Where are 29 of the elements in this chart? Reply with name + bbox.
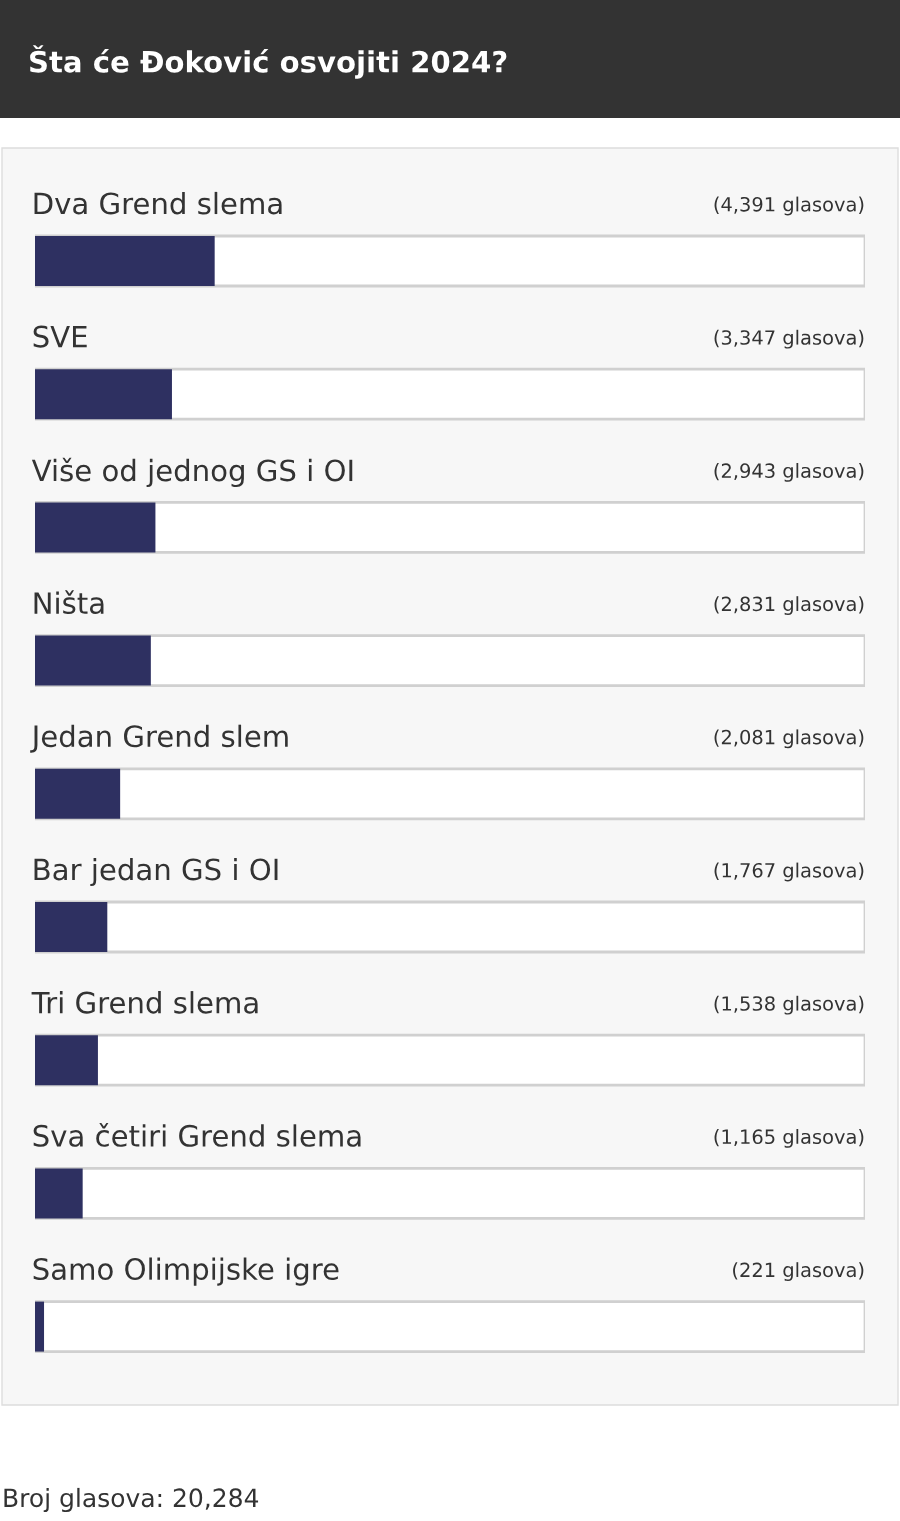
y-tick-label: Jedan Grend slem	[30, 724, 288, 753]
y-tick-label: Samo Olimpijske igre	[33, 1257, 339, 1286]
bar	[35, 768, 121, 819]
y-tick-label: SVE	[33, 325, 87, 348]
y-tick-label: Bar jedan GS i OI	[34, 857, 278, 887]
data-label: (1,767 glasova)	[714, 862, 864, 882]
data-label: (2,081 glasova)	[714, 729, 864, 749]
bar	[35, 1035, 98, 1086]
bar	[35, 502, 156, 553]
data-label: (221 glasova)	[733, 1262, 864, 1282]
data-label: (1,538 glasova)	[714, 995, 864, 1015]
y-tick-label: Više od jednog GS i OI	[31, 457, 353, 488]
bar	[35, 369, 172, 420]
y-tick-label: Dva Grend slema	[34, 191, 282, 215]
bar	[35, 236, 215, 286]
bar	[35, 1301, 45, 1352]
y-tick-label: Tri Grend slema	[31, 991, 258, 1014]
data-label: (2,943 glasova)	[714, 462, 864, 482]
bar	[35, 635, 151, 686]
chart-title: Šta će Đoković osvojiti 2024?	[30, 45, 507, 79]
data-label: (4,391 glasova)	[714, 196, 864, 216]
bar	[35, 1168, 83, 1219]
data-label: (2,831 glasova)	[714, 596, 864, 616]
y-tick-label: Ništa	[34, 590, 104, 615]
bar	[35, 902, 108, 952]
y-tick-label: Sva četiri Grend slema	[33, 1123, 361, 1147]
text: Broj glasova: 20,284	[4, 1487, 259, 1513]
data-label: (1,165 glasova)	[714, 1128, 864, 1148]
data-label: (3,347 glasova)	[714, 329, 864, 349]
